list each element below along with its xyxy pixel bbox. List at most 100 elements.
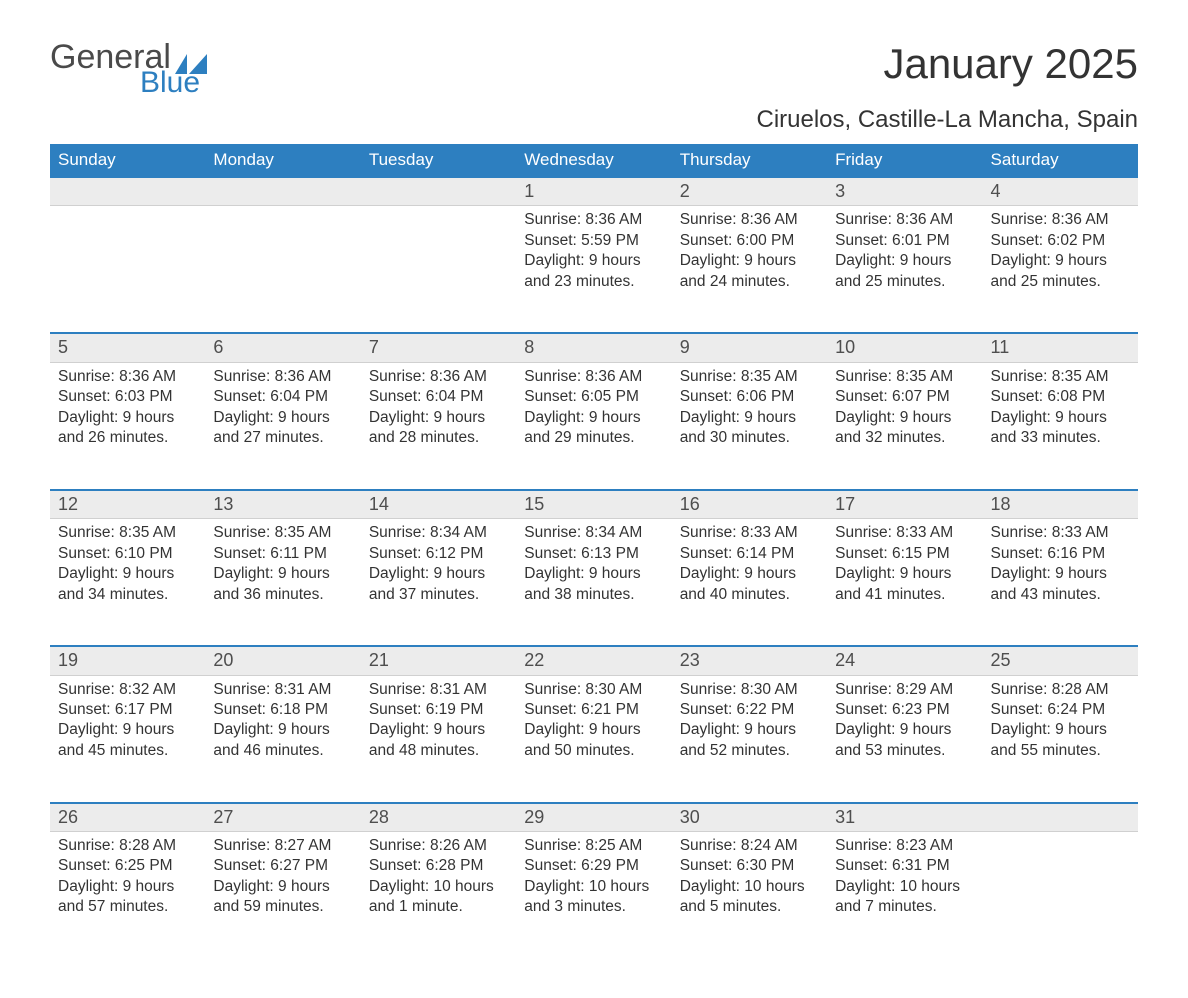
day-sunset: Sunset: 6:13 PM <box>524 544 663 564</box>
day-sunrise: Sunrise: 8:35 AM <box>58 523 197 543</box>
day-sunrise: Sunrise: 8:31 AM <box>213 680 352 700</box>
day-sunset: Sunset: 6:18 PM <box>213 700 352 720</box>
day-sunset: Sunset: 6:17 PM <box>58 700 197 720</box>
day-day1: Daylight: 9 hours <box>58 877 197 897</box>
day-sunset: Sunset: 6:14 PM <box>680 544 819 564</box>
day-day2: and 40 minutes. <box>680 585 819 605</box>
day-body: Sunrise: 8:25 AMSunset: 6:29 PMDaylight:… <box>516 832 671 932</box>
day-day2: and 5 minutes. <box>680 897 819 917</box>
day-sunset: Sunset: 6:08 PM <box>991 387 1130 407</box>
day-day2: and 37 minutes. <box>369 585 508 605</box>
day-day1: Daylight: 9 hours <box>213 408 352 428</box>
weekday-header: Saturday <box>983 144 1138 176</box>
day-day2: and 57 minutes. <box>58 897 197 917</box>
day-number-blank <box>983 802 1138 832</box>
day-sunset: Sunset: 5:59 PM <box>524 231 663 251</box>
day-number: 10 <box>827 332 982 362</box>
day-sunrise: Sunrise: 8:36 AM <box>680 210 819 230</box>
day-day1: Daylight: 10 hours <box>524 877 663 897</box>
day-day2: and 33 minutes. <box>991 428 1130 448</box>
day-sunrise: Sunrise: 8:36 AM <box>835 210 974 230</box>
day-sunset: Sunset: 6:03 PM <box>58 387 197 407</box>
day-day2: and 36 minutes. <box>213 585 352 605</box>
day-body-blank <box>983 832 1138 958</box>
day-day2: and 34 minutes. <box>58 585 197 605</box>
daybody-row: Sunrise: 8:32 AMSunset: 6:17 PMDaylight:… <box>50 676 1138 802</box>
weekday-header: Thursday <box>672 144 827 176</box>
day-body-blank <box>50 206 205 332</box>
logo-word2: Blue <box>140 68 207 98</box>
day-day2: and 3 minutes. <box>524 897 663 917</box>
day-sunrise: Sunrise: 8:30 AM <box>680 680 819 700</box>
day-body: Sunrise: 8:35 AMSunset: 6:10 PMDaylight:… <box>50 519 205 619</box>
weekday-header: Monday <box>205 144 360 176</box>
day-sunrise: Sunrise: 8:33 AM <box>991 523 1130 543</box>
daynum-row: 12131415161718 <box>50 489 1138 519</box>
calendar-body: 1234Sunrise: 8:36 AMSunset: 5:59 PMDayli… <box>50 176 1138 958</box>
weekday-header: Wednesday <box>516 144 671 176</box>
day-number: 12 <box>50 489 205 519</box>
title-block: January 2025 Ciruelos, Castille-La Manch… <box>756 40 1138 134</box>
day-day1: Daylight: 9 hours <box>835 564 974 584</box>
weekday-header: Friday <box>827 144 982 176</box>
day-day2: and 41 minutes. <box>835 585 974 605</box>
day-sunset: Sunset: 6:12 PM <box>369 544 508 564</box>
day-body: Sunrise: 8:26 AMSunset: 6:28 PMDaylight:… <box>361 832 516 932</box>
calendar-head: Sunday Monday Tuesday Wednesday Thursday… <box>50 144 1138 176</box>
day-body: Sunrise: 8:36 AMSunset: 6:02 PMDaylight:… <box>983 206 1138 306</box>
day-day2: and 32 minutes. <box>835 428 974 448</box>
day-body: Sunrise: 8:35 AMSunset: 6:06 PMDaylight:… <box>672 363 827 463</box>
day-body: Sunrise: 8:36 AMSunset: 6:05 PMDaylight:… <box>516 363 671 463</box>
daynum-row: 567891011 <box>50 332 1138 362</box>
day-body: Sunrise: 8:34 AMSunset: 6:13 PMDaylight:… <box>516 519 671 619</box>
day-sunrise: Sunrise: 8:33 AM <box>835 523 974 543</box>
day-body: Sunrise: 8:30 AMSunset: 6:21 PMDaylight:… <box>516 676 671 776</box>
day-sunset: Sunset: 6:04 PM <box>213 387 352 407</box>
day-day1: Daylight: 9 hours <box>991 564 1130 584</box>
day-body: Sunrise: 8:31 AMSunset: 6:18 PMDaylight:… <box>205 676 360 776</box>
day-number: 3 <box>827 176 982 206</box>
day-sunrise: Sunrise: 8:26 AM <box>369 836 508 856</box>
day-body-blank <box>361 206 516 332</box>
day-day2: and 25 minutes. <box>835 272 974 292</box>
day-body: Sunrise: 8:35 AMSunset: 6:08 PMDaylight:… <box>983 363 1138 463</box>
daynum-row: 262728293031 <box>50 802 1138 832</box>
day-day2: and 27 minutes. <box>213 428 352 448</box>
day-sunrise: Sunrise: 8:28 AM <box>991 680 1130 700</box>
day-day1: Daylight: 9 hours <box>213 720 352 740</box>
daybody-row: Sunrise: 8:28 AMSunset: 6:25 PMDaylight:… <box>50 832 1138 958</box>
day-day1: Daylight: 9 hours <box>835 251 974 271</box>
day-sunset: Sunset: 6:04 PM <box>369 387 508 407</box>
day-number: 27 <box>205 802 360 832</box>
day-number: 15 <box>516 489 671 519</box>
day-number: 29 <box>516 802 671 832</box>
day-body: Sunrise: 8:35 AMSunset: 6:07 PMDaylight:… <box>827 363 982 463</box>
day-sunrise: Sunrise: 8:25 AM <box>524 836 663 856</box>
day-sunrise: Sunrise: 8:28 AM <box>58 836 197 856</box>
day-body: Sunrise: 8:28 AMSunset: 6:24 PMDaylight:… <box>983 676 1138 776</box>
day-number: 13 <box>205 489 360 519</box>
day-number-blank <box>50 176 205 206</box>
day-body: Sunrise: 8:36 AMSunset: 6:01 PMDaylight:… <box>827 206 982 306</box>
day-day1: Daylight: 9 hours <box>58 720 197 740</box>
day-day2: and 7 minutes. <box>835 897 974 917</box>
day-number: 2 <box>672 176 827 206</box>
calendar-table: Sunday Monday Tuesday Wednesday Thursday… <box>50 144 1138 958</box>
day-number-blank <box>361 176 516 206</box>
day-sunset: Sunset: 6:19 PM <box>369 700 508 720</box>
day-number: 9 <box>672 332 827 362</box>
day-number: 30 <box>672 802 827 832</box>
day-number: 23 <box>672 645 827 675</box>
day-number: 25 <box>983 645 1138 675</box>
day-number: 4 <box>983 176 1138 206</box>
day-body: Sunrise: 8:36 AMSunset: 6:03 PMDaylight:… <box>50 363 205 463</box>
day-sunset: Sunset: 6:22 PM <box>680 700 819 720</box>
day-sunset: Sunset: 6:24 PM <box>991 700 1130 720</box>
day-sunrise: Sunrise: 8:36 AM <box>369 367 508 387</box>
day-sunrise: Sunrise: 8:32 AM <box>58 680 197 700</box>
day-sunset: Sunset: 6:30 PM <box>680 856 819 876</box>
daybody-row: Sunrise: 8:36 AM Sunset: 6:03 PM Daylight:… <box>50 363 1138 489</box>
day-sunrise: Sunrise: 8:36 AM <box>524 210 663 230</box>
daybody-row: Sunrise: 8:35 AMSunset: 6:10 PMDaylight:… <box>50 519 1138 645</box>
day-number: 20 <box>205 645 360 675</box>
